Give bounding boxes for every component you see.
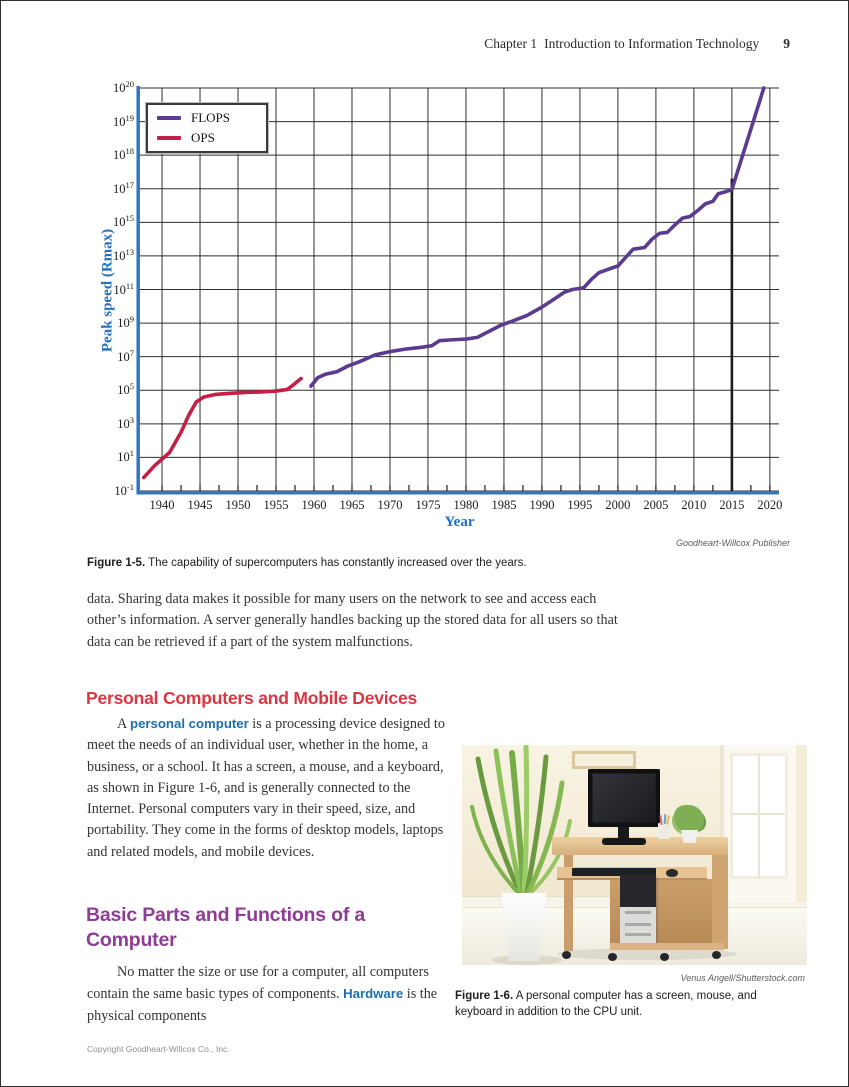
photo-plant-pot	[501, 893, 547, 961]
paragraph-lead: No matter the size or use for a computer…	[87, 964, 429, 1003]
figure-1-5-caption: Figure 1-5. The capability of supercompu…	[87, 556, 777, 572]
x-tick-label: 1940	[149, 498, 175, 512]
photo-caster	[660, 953, 669, 961]
term-hardware: Hardware	[343, 986, 404, 1002]
x-tick-label: 1950	[225, 498, 251, 512]
ops-line	[141, 376, 303, 480]
page-header: Chapter 1 Introduction to Information Tec…	[484, 36, 790, 52]
photo-wall-strip	[796, 745, 807, 902]
figure-1-6-credit: Venus Angell/Shutterstock.com	[680, 973, 805, 983]
y-tick-label: 107	[117, 347, 134, 364]
chart-legend: FLOPS OPS	[146, 103, 268, 153]
photo-desk-shadow	[557, 948, 737, 960]
x-tick-label: 2000	[605, 498, 631, 512]
section-heading-basic-parts: Basic Parts and Functions of a Computer	[86, 904, 365, 951]
term-personal-computer: personal computer	[130, 716, 249, 731]
flops-line-swatch	[157, 116, 181, 120]
legend-item-flops: FLOPS	[148, 108, 266, 128]
figure-1-6-caption: Figure 1-6. A personal computer has a sc…	[455, 989, 807, 1020]
x-tick-label: 1960	[301, 498, 327, 512]
photo-lower-shelf	[610, 943, 724, 950]
paragraph-personal-computer: A personal computer is a processing devi…	[87, 713, 447, 863]
body-paragraph-1: data. Sharing data makes it possible for…	[87, 591, 618, 650]
photo-desk-plant	[674, 805, 704, 833]
x-tick-label: 2015	[719, 498, 745, 512]
photo-cpu-tower	[620, 875, 656, 945]
page-footer: Copyright Goodheart-Willcox Co., Inc.	[87, 1044, 230, 1054]
ops-line-swatch	[157, 136, 181, 140]
paragraph-rest: is a processing device designed to meet …	[87, 716, 445, 860]
photo-cpu-drive-slot	[625, 923, 651, 926]
photo-cpu-drive-slot	[625, 933, 651, 936]
figure-1-6-photo	[462, 745, 807, 965]
y-tick-label: 101	[117, 448, 134, 465]
y-tick-label: 1019	[113, 112, 134, 129]
legend-label-flops: FLOPS	[191, 110, 231, 125]
x-tick-label: 1980	[453, 498, 479, 512]
photo-monitor-base	[602, 838, 646, 845]
photo-desk-side-panel	[712, 849, 728, 949]
x-tick-label: 2010	[681, 498, 707, 512]
section-heading-personal-computers: Personal Computers and Mobile Devices	[86, 688, 418, 708]
photo-cpu-upper	[620, 875, 656, 907]
x-tick-label: 1995	[567, 498, 593, 512]
figure-1-6-caption-text: A personal computer has a screen, mouse,…	[455, 990, 757, 1018]
legend-label-ops: OPS	[191, 130, 215, 145]
chart-canvas	[136, 86, 779, 495]
figure-1-5-credit: Goodheart-Willcox Publisher	[676, 538, 790, 548]
figure-1-5-chart: Peak speed (Rmax) Year FLOPS OPS 1020 101…	[85, 74, 800, 544]
y-tick-label: 109	[117, 314, 134, 331]
page-number: 9	[783, 36, 790, 51]
x-tick-label: 1945	[187, 498, 213, 512]
figure-1-5-caption-label: Figure 1-5.	[87, 557, 146, 569]
paragraph-rest: is the physical components	[87, 986, 438, 1024]
x-tick-label: 1955	[263, 498, 289, 512]
y-tick-label: 1015	[113, 213, 134, 230]
photo-pencil	[659, 814, 663, 826]
photo-plant	[470, 745, 572, 900]
photo-caster	[562, 951, 571, 959]
x-tick-label: 1985	[491, 498, 517, 512]
y-tick-label: 1018	[113, 146, 134, 163]
photo-picture-frame	[572, 751, 636, 769]
x-tick-label: 2005	[643, 498, 669, 512]
y-tick-label: 1013	[113, 246, 134, 264]
photo-desk-leg	[564, 855, 573, 951]
photo-pencil-cup	[658, 823, 670, 839]
y-tick-label: 1020	[113, 79, 134, 96]
photo-desk-plant-pot	[681, 830, 698, 843]
chapter-title: Introduction to Information Technology	[544, 36, 760, 51]
chapter-label: Chapter 1	[484, 36, 538, 51]
photo-keyboard	[572, 868, 656, 876]
chart-x-axis-label: Year	[444, 514, 475, 530]
legend-item-ops: OPS	[148, 128, 266, 148]
y-tick-label: 1017	[113, 179, 134, 196]
flops-line	[309, 86, 766, 388]
y-tick-label: 105	[117, 381, 134, 398]
x-tick-label: 1975	[415, 498, 441, 512]
figure-1-5-caption-text: The capability of supercomputers has con…	[145, 557, 527, 569]
x-tick-label: 2020	[757, 498, 783, 512]
photo-window-mullion	[758, 755, 760, 877]
photo-caster	[712, 951, 721, 959]
photo-monitor	[588, 769, 660, 827]
paragraph-basic-parts: No matter the size or use for a computer…	[87, 962, 449, 1027]
figure-1-6-caption-label: Figure 1-6.	[455, 990, 514, 1002]
y-tick-label: 103	[117, 414, 134, 431]
photo-monitor-stand	[618, 827, 629, 839]
x-tick-label: 1970	[377, 498, 403, 512]
photo-mouse	[666, 869, 678, 877]
x-tick-label: 1990	[529, 498, 555, 512]
y-tick-label: 1011	[113, 280, 134, 297]
x-tick-label: 1965	[339, 498, 365, 512]
photo-monitor-screen	[593, 774, 655, 822]
photo-caster	[608, 953, 617, 961]
y-tick-label: 10-1	[114, 482, 134, 499]
photo-cpu-drive-slot	[625, 911, 651, 914]
photo-window-mullion	[732, 813, 786, 815]
paragraph-lead: A	[117, 716, 131, 732]
